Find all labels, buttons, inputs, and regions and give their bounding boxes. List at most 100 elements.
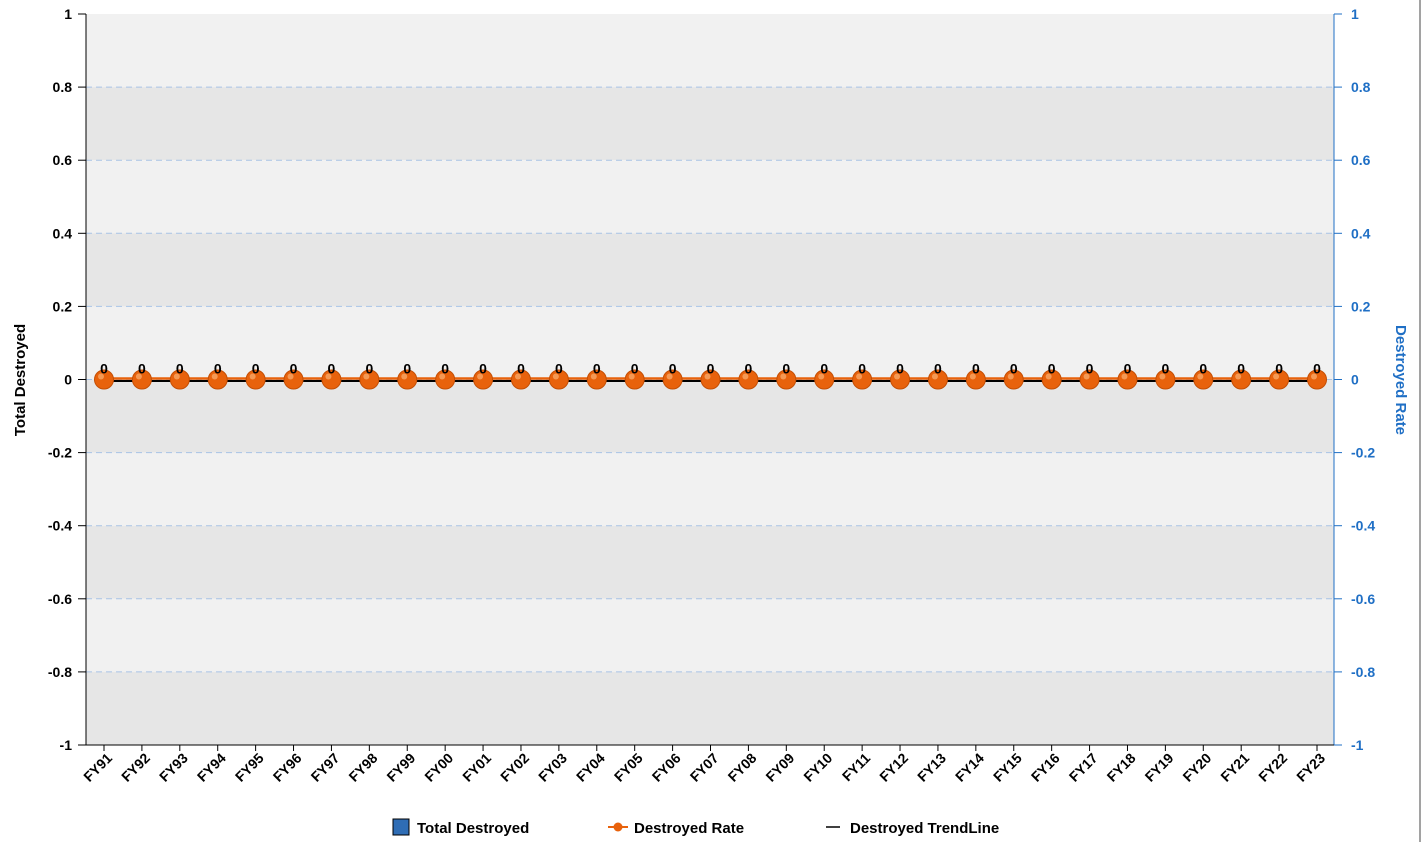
point-highlight [1235, 373, 1242, 380]
legend: Total Destroyed Destroyed Rate Destroyed T… [392, 818, 999, 837]
point-highlight [173, 373, 180, 380]
point-highlight [1045, 373, 1052, 380]
data-label: 0 [669, 361, 677, 377]
x-tick-label: FY98 [345, 750, 380, 785]
data-label: 0 [707, 361, 715, 377]
x-tick-label: FY12 [876, 750, 911, 785]
right-tick-label: -0.8 [1351, 664, 1375, 680]
x-tick-label: FY99 [383, 750, 418, 785]
right-tick-label: -0.4 [1351, 518, 1375, 534]
plot-band [86, 233, 1334, 307]
left-tick-label: 0.2 [53, 298, 73, 314]
x-tick-label: FY23 [1293, 750, 1328, 785]
point-highlight [1197, 373, 1204, 380]
data-label: 0 [252, 361, 260, 377]
x-tick-label: FY97 [308, 750, 343, 785]
data-label: 0 [555, 361, 563, 377]
data-label: 0 [1086, 361, 1094, 377]
x-tick-label: FY91 [80, 750, 115, 785]
x-tick-label: FY07 [687, 750, 722, 785]
data-label: 0 [1010, 361, 1018, 377]
axes [78, 0, 1421, 842]
x-tick-label: FY16 [1028, 750, 1063, 785]
plot-band [86, 14, 1334, 88]
plot-band [86, 306, 1334, 380]
data-label: 0 [176, 361, 184, 377]
x-tick-label: FY95 [232, 750, 267, 785]
legend-label: Destroyed TrendLine [850, 820, 999, 837]
point-highlight [1121, 373, 1128, 380]
x-tick-label: FY20 [1179, 750, 1214, 785]
data-label: 0 [858, 361, 866, 377]
right-tick-label: -1 [1351, 737, 1364, 753]
left-tick-label: 1 [64, 6, 72, 22]
point-highlight [477, 373, 484, 380]
data-label: 0 [896, 361, 904, 377]
data-label: 0 [365, 361, 373, 377]
legend-swatch-square [392, 818, 410, 836]
point-highlight [704, 373, 711, 380]
point-highlight [552, 373, 559, 380]
right-tick-label: 0.4 [1351, 225, 1371, 241]
right-axis-title: Destroyed Rate [1392, 325, 1409, 435]
x-tick-label: FY02 [497, 750, 532, 785]
series-layer [93, 369, 1328, 390]
legend-item: Total Destroyed [392, 818, 529, 837]
data-label: 0 [1199, 361, 1207, 377]
x-tick-label: FY19 [1142, 750, 1177, 785]
point-highlight [287, 373, 294, 380]
data-label: 0 [1275, 361, 1283, 377]
data-label: 0 [631, 361, 639, 377]
plot-band [86, 525, 1334, 599]
point-highlight [401, 373, 408, 380]
data-label: 0 [441, 361, 449, 377]
x-tick-label: FY11 [839, 750, 874, 785]
x-tick-label: FY10 [800, 750, 835, 785]
data-label: 0 [328, 361, 336, 377]
x-tick-label: FY06 [649, 750, 684, 785]
left-tick-label: -0.6 [48, 591, 72, 607]
x-tick-label: FY01 [459, 750, 494, 785]
legend-item: Destroyed TrendLine [826, 820, 999, 837]
right-tick-label: 0.8 [1351, 79, 1371, 95]
data-label: 0 [1313, 361, 1321, 377]
x-tick-label: FY08 [725, 750, 760, 785]
right-tick-label: 0.2 [1351, 298, 1371, 314]
data-label: 0 [934, 361, 942, 377]
point-highlight [628, 373, 635, 380]
left-axis-ticks: 1 0.8 0.6 0.4 0.2 0 -0.2 -0.4 -0.6 -0.8 -1 [48, 6, 72, 753]
point-highlight [856, 373, 863, 380]
data-label: 0 [1048, 361, 1056, 377]
data-label: 0 [782, 361, 790, 377]
point-highlight [211, 373, 218, 380]
data-label: 0 [1161, 361, 1169, 377]
left-axis-title: Total Destroyed [12, 324, 29, 436]
point-highlight [1083, 373, 1090, 380]
x-tick-label: FY00 [421, 750, 456, 785]
plot-band [86, 452, 1334, 526]
right-tick-label: -0.6 [1351, 591, 1375, 607]
plot-band [86, 160, 1334, 234]
data-label: 0 [517, 361, 525, 377]
x-tick-label: FY96 [270, 750, 305, 785]
plot-band [86, 671, 1334, 745]
point-highlight [969, 373, 976, 380]
data-label: 0 [214, 361, 222, 377]
plot-band [86, 87, 1334, 161]
left-tick-label: -0.8 [48, 664, 72, 680]
right-tick-label: 1 [1351, 6, 1359, 22]
point-highlight [325, 373, 332, 380]
x-tick-label: FY03 [535, 750, 570, 785]
legend-label: Destroyed Rate [634, 820, 744, 837]
x-tick-label: FY17 [1066, 750, 1101, 785]
x-tick-label: FY09 [762, 750, 797, 785]
point-highlight [894, 373, 901, 380]
point-highlight [742, 373, 749, 380]
point-highlight [135, 373, 142, 380]
left-tick-label: -1 [60, 737, 73, 753]
data-label: 0 [1124, 361, 1132, 377]
x-tick-label: FY04 [573, 750, 608, 785]
point-highlight [1159, 373, 1166, 380]
data-label: 0 [100, 361, 108, 377]
